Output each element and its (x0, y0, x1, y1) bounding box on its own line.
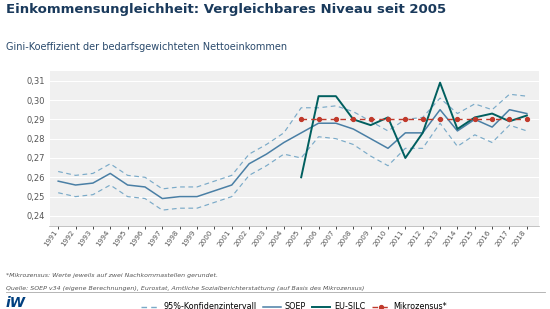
Text: iW: iW (6, 296, 25, 309)
Legend: 95%-Konfidenzintervall, SOEP, EU-SILC, Mikrozensus*: 95%-Konfidenzintervall, SOEP, EU-SILC, M… (138, 299, 450, 309)
Text: Quelle: SOEP v34 (eigene Berechnungen), Eurostat, Amtliche Sozialberichterstattu: Quelle: SOEP v34 (eigene Berechnungen), … (6, 286, 364, 291)
Text: Einkommensungleichheit: Vergleichbares Niveau seit 2005: Einkommensungleichheit: Vergleichbares N… (6, 3, 446, 16)
Text: *Mikrozensus: Werte jeweils auf zwei Nachkommastellen gerundet.: *Mikrozensus: Werte jeweils auf zwei Nac… (6, 273, 217, 278)
Text: Gini-Koeffizient der bedarfsgewichteten Nettoeinkommen: Gini-Koeffizient der bedarfsgewichteten … (6, 42, 287, 52)
